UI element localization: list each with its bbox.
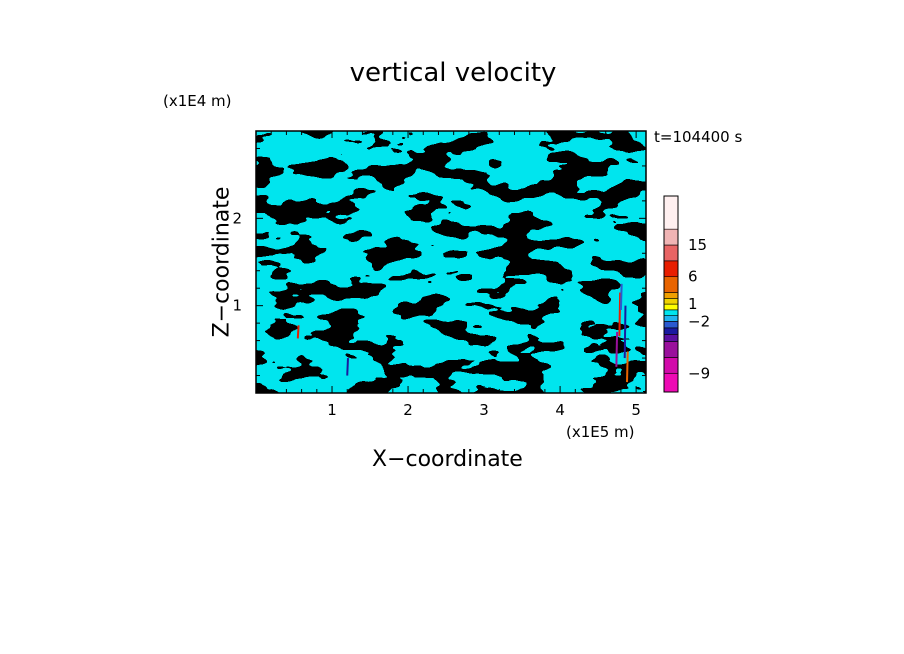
colorbar-band bbox=[663, 321, 679, 329]
colorbar-band bbox=[663, 327, 679, 335]
colorbar: −9 −21 6 15 bbox=[663, 195, 710, 393]
y-tick-label: 1 bbox=[232, 297, 242, 315]
updraft-spot bbox=[615, 331, 619, 367]
colorbar-band bbox=[663, 372, 679, 393]
positive-region bbox=[256, 131, 646, 393]
colorbar-band bbox=[663, 228, 679, 246]
plot-frame bbox=[255, 130, 647, 394]
updraft-spot bbox=[625, 351, 629, 383]
updraft-spot bbox=[618, 292, 622, 337]
colorbar-band bbox=[663, 315, 679, 322]
chart-title: vertical velocity bbox=[349, 58, 557, 88]
colorbar-band bbox=[663, 244, 679, 262]
colorbar-band bbox=[663, 260, 679, 278]
colorbar-frame bbox=[663, 195, 679, 393]
contour-field bbox=[256, 131, 646, 393]
colorbar-label: 6 bbox=[688, 268, 698, 286]
colorbar-band bbox=[663, 341, 679, 358]
colorbar-band bbox=[663, 298, 679, 305]
updraft-spot bbox=[296, 325, 300, 339]
updraft-spot bbox=[619, 283, 623, 311]
colorbar-band bbox=[663, 276, 679, 293]
colorbar-band bbox=[663, 292, 679, 299]
y-tick-label: 2 bbox=[232, 209, 242, 227]
x-tick-label: 4 bbox=[555, 401, 565, 419]
x-axis-unit: (x1E5 m) bbox=[566, 423, 635, 441]
colorbar-label: −2 bbox=[688, 312, 710, 330]
x-tick-label: 3 bbox=[479, 401, 489, 419]
colorbar-band bbox=[663, 309, 679, 316]
updraft-spot bbox=[623, 305, 627, 359]
x-axis-label: X−coordinate bbox=[372, 447, 523, 472]
colorbar-label: −9 bbox=[688, 364, 710, 382]
z-axis-unit: (x1E4 m) bbox=[163, 92, 232, 110]
colorbar-label: 1 bbox=[688, 295, 698, 313]
colorbar-label: 15 bbox=[688, 236, 707, 254]
colorbar-band bbox=[663, 334, 679, 342]
x-tick-label: 1 bbox=[327, 401, 337, 419]
time-label: t=104400 s bbox=[654, 128, 743, 146]
colorbar-band bbox=[663, 357, 679, 374]
colorbar-band bbox=[663, 303, 679, 311]
x-tick-label: 2 bbox=[403, 401, 413, 419]
axis-ticks: 1 2 3 4 5 1 2 bbox=[232, 131, 646, 419]
strong-updraft-spots bbox=[296, 283, 629, 383]
colorbar-band bbox=[663, 195, 679, 230]
x-tick-label: 5 bbox=[631, 401, 641, 419]
updraft-spot bbox=[346, 358, 349, 376]
